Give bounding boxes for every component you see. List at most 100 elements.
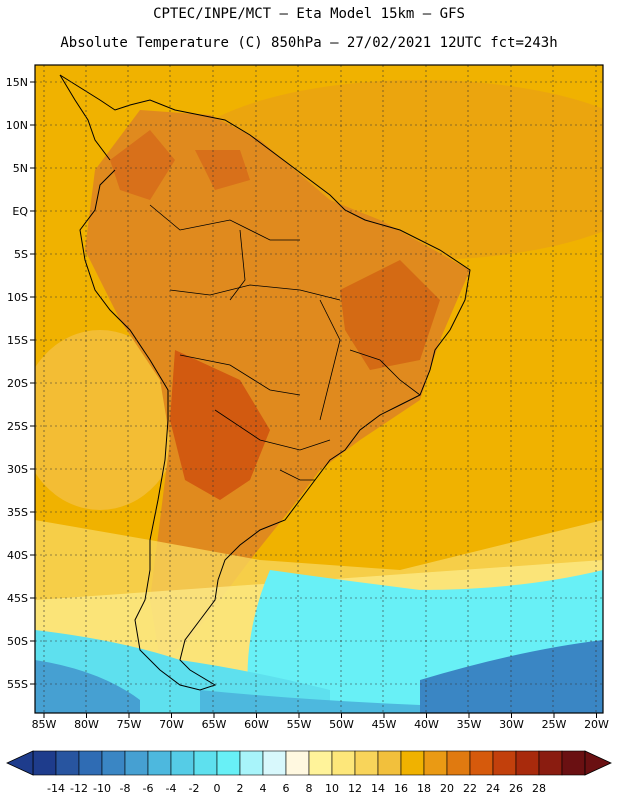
colorbar-cell — [354, 750, 379, 776]
lon-label: 30W — [499, 718, 524, 731]
lat-label: 5N — [13, 162, 28, 175]
map-frame — [34, 64, 604, 714]
colorbar-label: -14 — [47, 782, 65, 795]
lon-label: 70W — [159, 718, 184, 731]
colorbar-cell — [492, 750, 517, 776]
colorbar: -14 -12 -10 -8 -6 -4 -2 0 2 4 6 8 10 12 14 16 18 20 22 24 26… — [6, 750, 612, 795]
lon-label: 75W — [117, 718, 142, 731]
colorbar-cell — [446, 750, 471, 776]
lat-label: 50S — [7, 635, 28, 648]
lon-label: 45W — [372, 718, 397, 731]
colorbar-cell — [55, 750, 80, 776]
colorbar-label: 24 — [486, 782, 500, 795]
colorbar-label: -8 — [120, 782, 131, 795]
colorbar-cell — [515, 750, 540, 776]
colorbar-label: 16 — [394, 782, 408, 795]
colorbar-label: 8 — [306, 782, 313, 795]
field-hot-core-chaco — [170, 350, 270, 500]
lat-label: 55S — [7, 678, 28, 691]
colorbar-cell — [469, 750, 494, 776]
field-cold-deep-west — [35, 660, 140, 713]
lon-label: 25W — [542, 718, 567, 731]
field-hot-core-andes-north — [110, 130, 175, 200]
latitude-axis: 15N 10N 5N EQ 5S 10S 15S 20S 25S 30S 35S 40S 45S 50S 5… — [6, 76, 35, 691]
lat-label: 10S — [7, 291, 28, 304]
colorbar-label: 12 — [348, 782, 362, 795]
colorbar-cell — [147, 750, 172, 776]
lon-label: 40W — [414, 718, 439, 731]
coastline — [59, 74, 471, 691]
colorbar-label: -2 — [189, 782, 200, 795]
colorbar-label: 26 — [509, 782, 523, 795]
colorbar-cell — [331, 750, 356, 776]
lon-label: 65W — [202, 718, 227, 731]
colorbar-cell — [170, 750, 195, 776]
colorbar-label: -6 — [143, 782, 154, 795]
lat-label: EQ — [12, 205, 28, 218]
field-cold-south-band — [200, 690, 420, 713]
field-cold-deep-east — [420, 640, 603, 713]
lat-label: 15S — [7, 334, 28, 347]
colorbar-cell — [561, 750, 586, 776]
lat-label: 30S — [7, 463, 28, 476]
colorbar-label: 22 — [463, 782, 477, 795]
colorbar-label: 28 — [532, 782, 546, 795]
colorbar-labels: -14 -12 -10 -8 -6 -4 -2 0 2 4 6 8 10 12 14 16 18 20 22 24 26… — [47, 782, 546, 795]
field-hot-core-brazil — [340, 260, 440, 370]
colorbar-cells — [32, 750, 586, 776]
colorbar-cell — [239, 750, 264, 776]
colorbar-cell — [285, 750, 310, 776]
lat-label: 40S — [7, 549, 28, 562]
colorbar-high-arrow — [584, 750, 612, 776]
field-pacific-mild — [35, 330, 180, 510]
colorbar-cell — [377, 750, 402, 776]
lat-label: 45S — [7, 592, 28, 605]
lat-label: 25S — [7, 420, 28, 433]
colorbar-label: 20 — [440, 782, 454, 795]
graticule — [35, 65, 603, 713]
map-title: CPTEC/INPE/MCT – Eta Model 15km – GFS — [153, 6, 465, 22]
colorbar-cell — [308, 750, 333, 776]
colorbar-cell — [101, 750, 126, 776]
central-america-coast — [59, 74, 111, 161]
colorbar-label: 18 — [417, 782, 431, 795]
temperature-field — [35, 65, 603, 713]
lon-label: 50W — [329, 718, 354, 731]
colorbar-cell — [124, 750, 149, 776]
field-hot-core-venezuela — [195, 150, 250, 190]
lat-label: 5S — [14, 248, 28, 261]
colorbar-label: 2 — [237, 782, 244, 795]
colorbar-cell — [423, 750, 448, 776]
colorbar-cell — [538, 750, 563, 776]
colorbar-cell — [193, 750, 218, 776]
lon-label: 35W — [457, 718, 482, 731]
colorbar-label: 6 — [283, 782, 290, 795]
field-continent-warm — [85, 110, 470, 660]
country-borders — [149, 204, 421, 481]
colorbar-cell — [32, 750, 57, 776]
colorbar-label: 14 — [371, 782, 385, 795]
lon-label: 20W — [584, 718, 609, 731]
map-subtitle: Absolute Temperature (C) 850hPa – 27/02/… — [60, 35, 558, 51]
lat-label: 15N — [6, 76, 28, 89]
temperature-map: 15N 10N 5N EQ 5S 10S 15S 20S 25S 30S 35S 40S 45S 50S 5… — [6, 64, 609, 731]
lon-label: 80W — [74, 718, 99, 731]
colorbar-cell — [78, 750, 103, 776]
lat-label: 20S — [7, 377, 28, 390]
colorbar-label: -4 — [166, 782, 177, 795]
lon-label: 85W — [32, 718, 57, 731]
lat-label: 35S — [7, 506, 28, 519]
colorbar-cell — [216, 750, 241, 776]
longitude-axis: 85W 80W 75W 70W 65W 60W 55W 50W 45W 40W 35W 30W 25W 2… — [32, 713, 609, 731]
colorbar-low-arrow — [6, 750, 34, 776]
colorbar-label: -10 — [93, 782, 111, 795]
lon-label: 60W — [244, 718, 269, 731]
lon-label: 55W — [287, 718, 312, 731]
colorbar-cell — [262, 750, 287, 776]
lat-label: 10N — [6, 119, 28, 132]
colorbar-cell — [400, 750, 425, 776]
colorbar-label: 10 — [325, 782, 339, 795]
colorbar-label: 4 — [260, 782, 267, 795]
colorbar-label: 0 — [214, 782, 221, 795]
colorbar-label: -12 — [70, 782, 88, 795]
